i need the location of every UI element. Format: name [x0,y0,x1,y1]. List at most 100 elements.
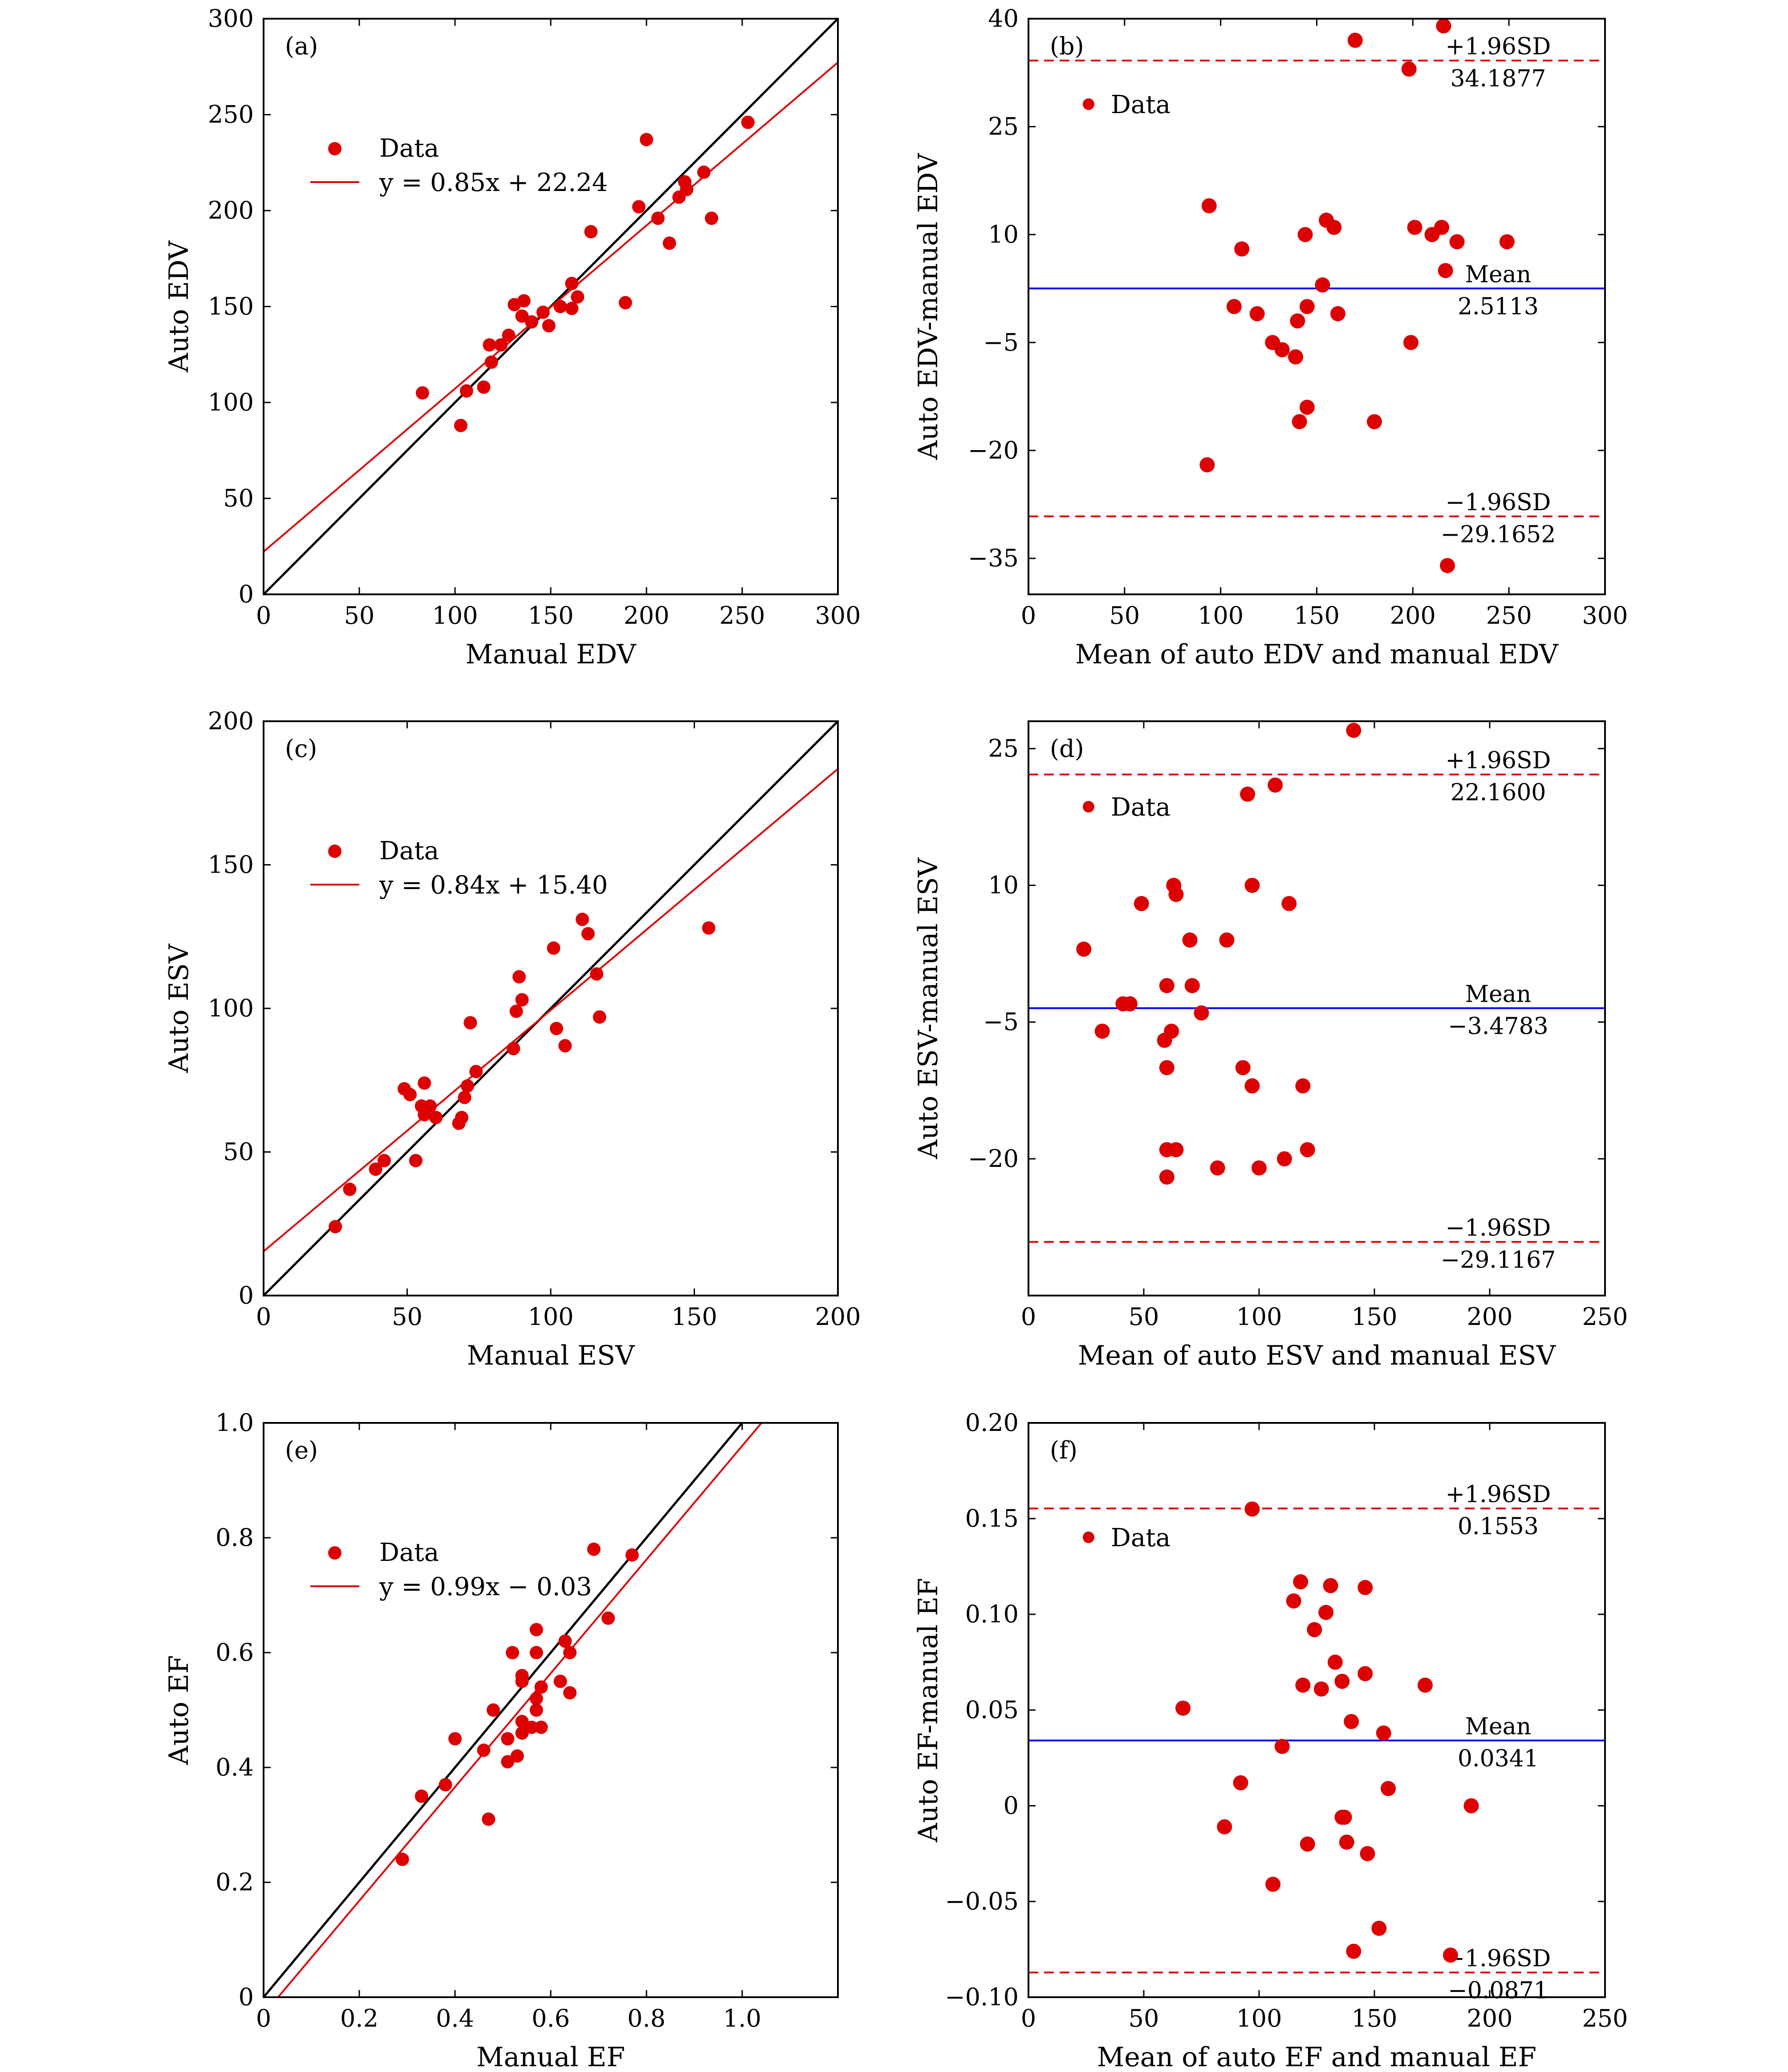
data-point [512,970,526,984]
upper-value: 22.1600 [1450,780,1546,806]
mean-value: 0.0341 [1458,1745,1539,1772]
mean-value: 2.5113 [1458,293,1539,320]
data-point [529,1703,543,1717]
y-axis-label: Auto ESV [163,943,195,1073]
data-point [1168,1142,1184,1158]
y-tick-label: 10 [988,871,1019,899]
legend-marker [1083,98,1094,110]
y-tick-label: 0 [1004,1792,1019,1820]
data-point [1417,1678,1433,1693]
y-tick-label: 25 [988,734,1019,762]
data-point [409,1154,423,1167]
data-point [1290,313,1305,329]
data-point [369,1162,382,1176]
data-point [1440,558,1455,573]
data-point [534,1680,548,1694]
data-point [515,1714,529,1728]
data-point [1436,18,1451,34]
y-tick-label: 0.10 [965,1600,1019,1628]
x-tick-label: 0.4 [436,2004,474,2032]
data-point [1240,786,1256,802]
data-point [517,294,531,308]
data-point [565,276,579,290]
x-axis-label: Mean of auto EF and manual EF [1097,2042,1536,2072]
y-axis-label: Auto EF [163,1655,195,1766]
x-tick-label: 50 [392,1303,423,1331]
x-tick-label: 50 [1129,1303,1159,1331]
data-point [1292,414,1307,430]
x-tick-label: 0 [1021,1303,1036,1331]
legend: Data [1083,793,1170,822]
x-tick-label: 200 [1467,2004,1512,2032]
legend-label: Data [379,134,439,163]
y-tick-label: 0.20 [965,1409,1019,1437]
x-tick-label: 0.2 [340,2004,378,2032]
data-point [1233,1775,1248,1791]
data-point [1252,1160,1267,1176]
data-point [1249,306,1265,321]
mean-value: −3.4783 [1448,1013,1548,1040]
y-axis-label: Auto EDV-manual EDV [913,153,944,460]
data-point [502,329,516,342]
y-tick-label: 0.6 [215,1638,254,1666]
x-tick-label: 50 [344,601,375,630]
data-point [1300,1836,1315,1852]
y-tick-label: −5 [983,328,1019,356]
y-tick-label: −35 [968,544,1019,572]
data-point [343,1182,357,1196]
data-point [571,290,585,304]
data-point [1288,349,1304,365]
data-point [542,319,556,333]
upper-label: +1.96SD [1446,1481,1551,1508]
x-tick-label: 250 [1582,2004,1628,2032]
panel-tag: (d) [1050,735,1084,763]
y-tick-label: 0.8 [215,1524,254,1552]
data-point [705,211,719,225]
data-point [549,1022,563,1036]
x-tick-label: 1.0 [723,2004,761,2032]
data-point [1244,878,1260,893]
legend: Data [1083,1524,1170,1552]
data-point [507,1042,520,1056]
data-point [1323,1578,1338,1593]
data-point [1297,227,1313,242]
data-point [1276,1151,1292,1166]
data-point [506,1646,519,1659]
data-point [1326,219,1342,235]
data-point [1226,299,1242,314]
lower-value: −29.1652 [1441,521,1556,548]
legend-marker [328,142,341,155]
legend: Data y = 0.84x + 15.40 [310,837,608,900]
data-point [1300,1142,1315,1158]
data-point [439,1778,452,1792]
legend-fit-label: y = 0.84x + 15.40 [379,871,608,900]
legend-marker [328,1546,341,1560]
data-point [1339,1834,1354,1850]
data-point [525,315,538,329]
x-tick-label: 100 [528,1303,573,1331]
data-point [1234,241,1250,257]
data-point [1438,263,1453,278]
data-point [1367,414,1382,430]
legend-fit-label: y = 0.99x − 0.03 [379,1572,592,1601]
data-point [680,183,694,196]
y-tick-label: 1.0 [215,1409,254,1437]
data-point [1360,1846,1375,1861]
data-point [1334,1674,1350,1689]
data-point [403,1088,417,1101]
data-point [563,1646,577,1659]
data-point [1293,1574,1308,1589]
x-tick-label: 150 [1294,601,1340,630]
fit-line [264,768,838,1252]
upper-label: +1.96SD [1446,33,1551,60]
lower-label: −1.96SD [1446,1946,1551,1972]
y-tick-label: −20 [968,436,1019,464]
upper-value: 34.1877 [1450,65,1546,92]
data-point [1182,932,1198,948]
data-point [741,115,755,129]
data-point [1274,342,1290,358]
data-point [1210,1160,1225,1176]
x-axis-label: Manual EDV [466,639,637,670]
data-point [477,380,491,394]
panel-f: +1.96SD 0.1553 Mean 0.0341 −1.96SD −0.0871 0 50… [913,1409,1628,2072]
